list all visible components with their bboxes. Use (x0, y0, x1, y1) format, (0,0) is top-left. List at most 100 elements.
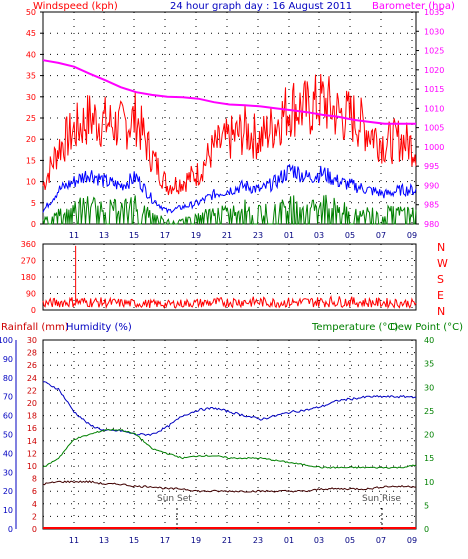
bottom-x-tick-label: 15 (129, 536, 139, 545)
direction-tick-label: 270 (21, 257, 36, 266)
bottom-x-tick-label: 05 (345, 536, 355, 545)
sun-annotation-label: Sun Set (157, 494, 192, 504)
barometer-line (42, 59, 416, 125)
barometer-tick-label: 1030 (424, 27, 444, 36)
windspeed-tick-label: 30 (26, 93, 36, 102)
direction-tick-label: 360 (21, 240, 36, 249)
rainfall-tick-label: 0 (32, 525, 37, 534)
lowest-line (42, 194, 417, 225)
temperature-tick-label: 0 (424, 525, 429, 534)
windspeed-tick-label: 0 (31, 220, 36, 229)
bottom-x-tick-label: 11 (69, 536, 79, 545)
humidity-tick-label: 30 (3, 468, 13, 477)
humidity-tick-label: 90 (3, 355, 13, 364)
compass-label: S (437, 273, 444, 286)
top-series (42, 59, 417, 225)
windspeed-axis-label: Windspeed (kph) (33, 1, 118, 12)
windspeed-tick-label: 15 (26, 156, 36, 165)
top-plot-area (42, 11, 417, 225)
bottom-x-tick-label: 19 (191, 536, 201, 545)
top-x-tick-label: 03 (314, 231, 324, 240)
rainfall-tick-label: 22 (27, 386, 37, 395)
temperature-tick-label: 20 (424, 431, 434, 440)
temperature-tick-label: 30 (424, 383, 434, 392)
temperature-tick-label: 5 (424, 501, 429, 510)
barometer-tick-label: 1020 (424, 66, 444, 75)
humidity-tick-label: 10 (3, 506, 13, 515)
top-right-ticks: 980 985 990 995 1000 1005 1010 1015 1020 1025 1030… (416, 8, 444, 229)
barometer-tick-label: 1035 (424, 8, 444, 17)
humidity-tick-label: 20 (3, 487, 13, 496)
average-line (42, 163, 417, 214)
rainfall-tick-label: 6 (32, 487, 37, 496)
direction-tick-label: 90 (26, 290, 36, 299)
temperature-tick-label: 35 (424, 360, 434, 369)
windspeed-tick-label: 45 (26, 29, 36, 38)
temperature-axis-label: Temperature (°C) (311, 322, 398, 333)
barometer-tick-label: 980 (424, 220, 439, 229)
temperature-ticks: 0 5 10 15 20 25 30 35 40 (424, 336, 434, 534)
rainfall-axis-label: Rainfall (mm) (1, 322, 69, 333)
barometer-tick-label: 1025 (424, 47, 444, 56)
rainfall-tick-label: 24 (27, 374, 37, 383)
humidity-tick-label: 100 (0, 336, 13, 345)
rainfall-tick-label: 14 (27, 437, 37, 446)
barometer-tick-label: 1015 (424, 85, 444, 94)
temperature-tick-label: 10 (424, 478, 434, 487)
bottom-x-tick-label: 07 (376, 536, 386, 545)
barometer-tick-label: 1000 (424, 143, 444, 152)
rainfall-tick-label: 30 (27, 336, 37, 345)
compass-label: N (437, 305, 445, 318)
rainfall-tick-label: 2 (32, 512, 37, 521)
humidity-tick-label: 80 (3, 374, 13, 383)
top-x-tick-label: 13 (99, 231, 109, 240)
bottom-x-tick-label: 09 (407, 536, 417, 545)
bottom-x-tick-label: 03 (314, 536, 324, 545)
dewpoint-axis-label: Dew Point (°C) (390, 322, 463, 333)
windspeed-tick-label: 20 (26, 135, 36, 144)
top-x-tick-label: 21 (222, 231, 232, 240)
rainfall-tick-label: 12 (27, 449, 37, 458)
top-x-tick-label: 07 (376, 231, 386, 240)
compass-label: W (437, 257, 448, 270)
sun-annotations: Sun Set Sun Rise (157, 494, 401, 529)
rainfall-tick-label: 4 (32, 500, 37, 509)
humidity-line (42, 381, 417, 437)
bottom-x-tick-label: 01 (284, 536, 294, 545)
humidity-ticks: 0 10 20 30 40 50 60 70 80 90 100 (0, 336, 17, 534)
rainfall-tick-label: 18 (27, 412, 37, 421)
humidity-tick-label: 50 (3, 431, 13, 440)
barometer-tick-label: 995 (424, 162, 439, 171)
humidity-tick-label: 70 (3, 393, 13, 402)
top-x-tick-label: 15 (129, 231, 139, 240)
humidity-tick-label: 60 (3, 412, 13, 421)
top-x-tick-label: 01 (284, 231, 294, 240)
dewpoint-line (42, 480, 416, 493)
rainfall-tick-label: 16 (27, 424, 37, 433)
rainfall-tick-label: 26 (27, 361, 37, 370)
windspeed-tick-label: 40 (26, 50, 36, 59)
direction-tick-label: 0 (31, 306, 36, 315)
rainfall-tick-label: 10 (27, 462, 37, 471)
temperature-tick-label: 15 (424, 454, 434, 463)
windspeed-tick-label: 50 (26, 8, 36, 17)
direction-plot-area (42, 243, 417, 311)
sun-annotation-label: Sun Rise (362, 494, 401, 504)
top-x-ticks: 11 13 15 17 19 21 23 01 03 05 07 09 (69, 231, 417, 240)
bottom-x-tick-label: 23 (253, 536, 263, 545)
direction-left-ticks: 0 90 180 270 360 (21, 240, 36, 315)
windspeed-tick-label: 35 (26, 72, 36, 81)
bottom-x-ticks: 11 13 15 17 19 21 23 01 03 05 07 09 (69, 536, 417, 545)
humidity-tick-label: 0 (8, 525, 13, 534)
top-x-tick-label: 09 (407, 231, 417, 240)
direction-line (42, 294, 417, 310)
bottom-series (42, 381, 417, 529)
rainfall-tick-label: 28 (27, 349, 37, 358)
temperature-tick-label: 25 (424, 407, 434, 416)
windspeed-tick-label: 10 (26, 178, 36, 187)
gust-line (42, 73, 417, 196)
windspeed-tick-label: 25 (26, 114, 36, 123)
